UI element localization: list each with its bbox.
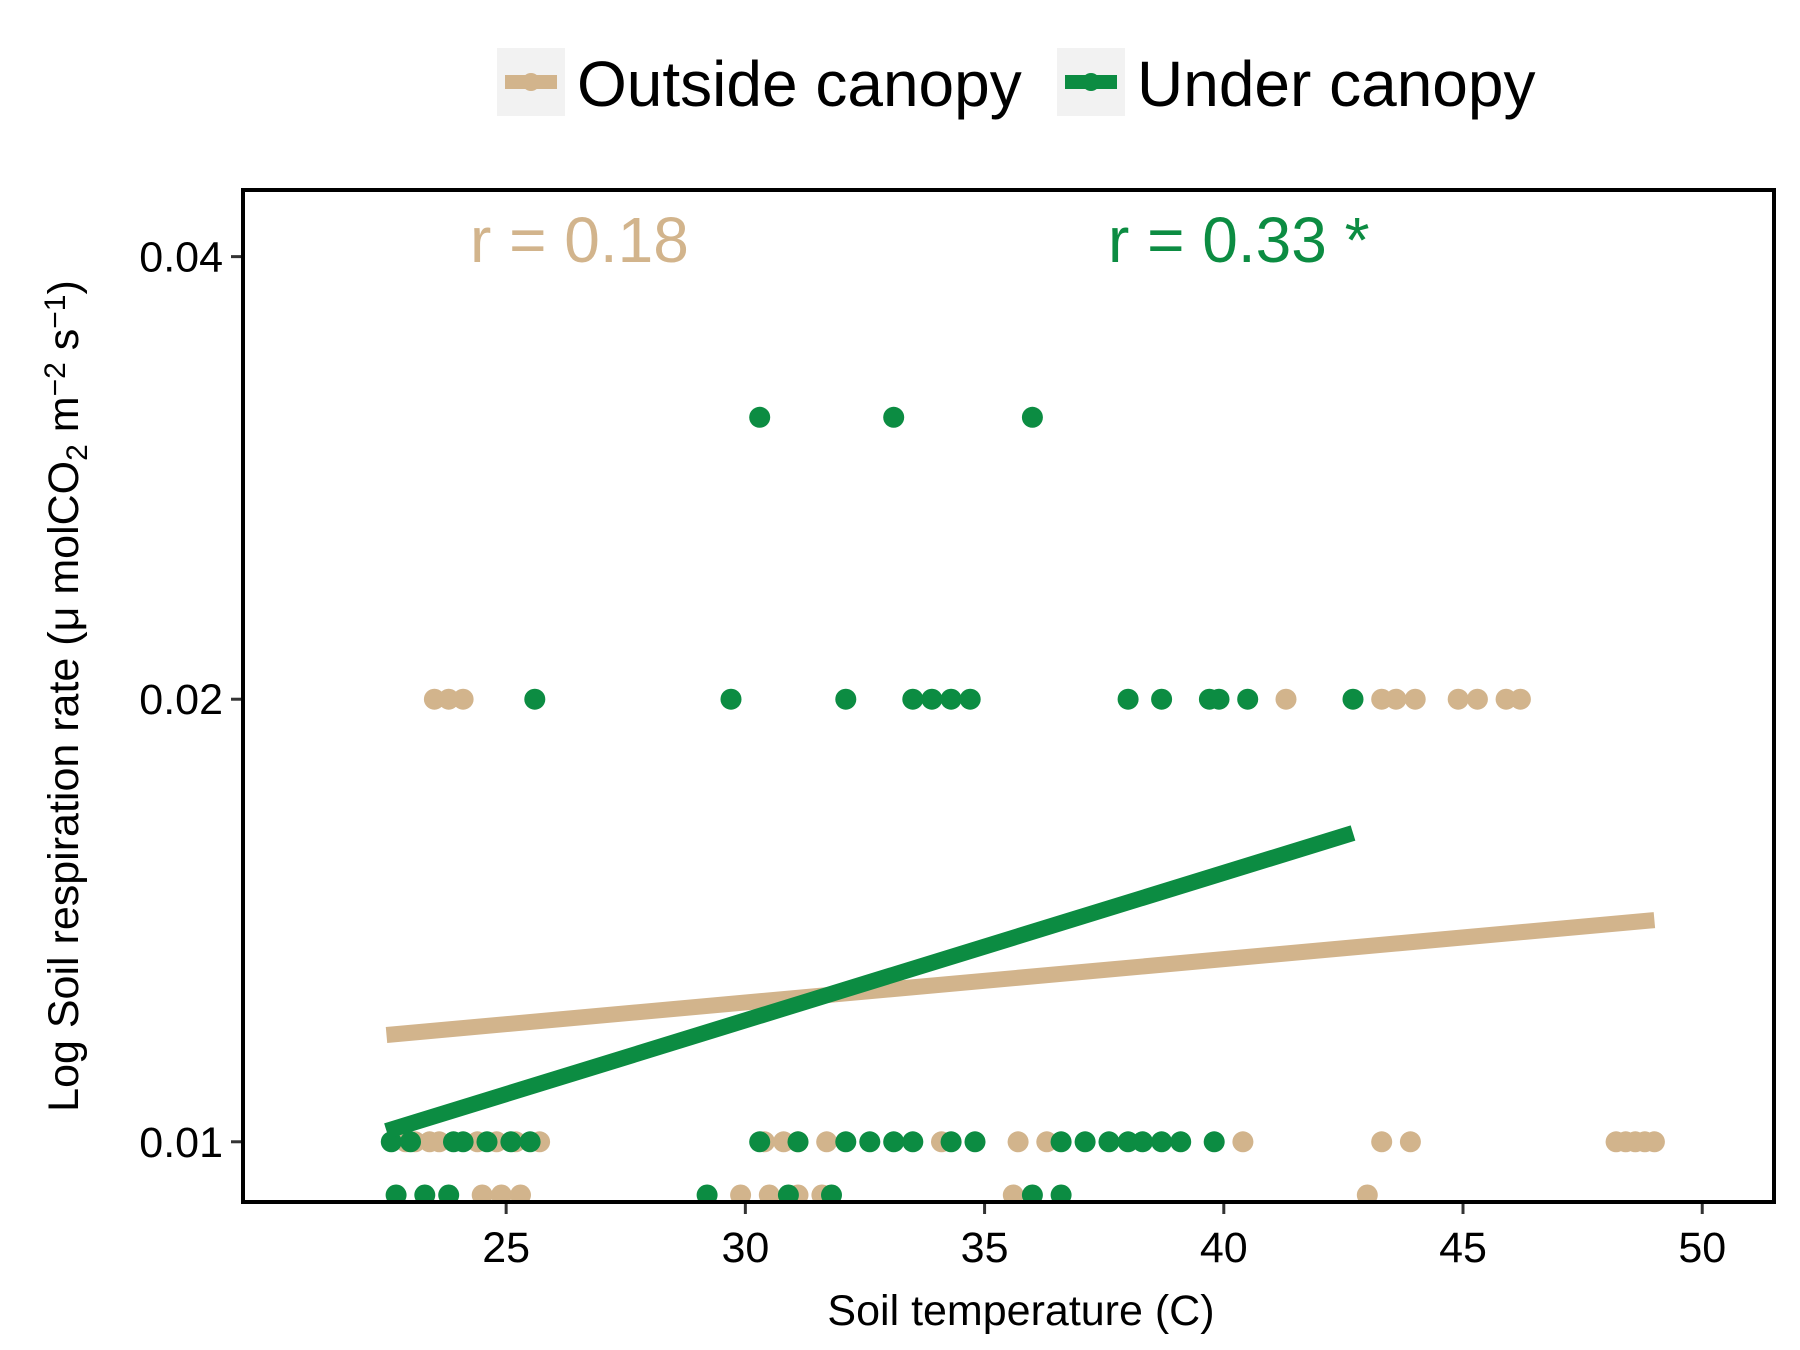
data-point: [816, 1131, 838, 1153]
data-point: [773, 1131, 795, 1153]
data-point: [1399, 1131, 1421, 1153]
data-point: [1232, 1131, 1254, 1153]
data-point: [1342, 688, 1364, 710]
x-tick-label: 30: [721, 1224, 769, 1272]
y-tick-label: 0.01: [139, 1119, 223, 1167]
data-point: [940, 1131, 962, 1153]
y-tick-label: 0.04: [139, 234, 223, 282]
data-point: [835, 1131, 857, 1153]
data-point: [490, 1184, 512, 1202]
data-point: [1050, 1131, 1072, 1153]
data-point: [1007, 1131, 1029, 1153]
data-point: [1170, 1131, 1192, 1153]
data-point: [438, 688, 460, 710]
data-point: [720, 688, 742, 710]
legend-key-point-under: [1082, 73, 1100, 91]
data-point: [400, 1131, 421, 1153]
data-point: [385, 1184, 407, 1202]
data-point: [1002, 1184, 1024, 1202]
data-point: [438, 1184, 460, 1202]
data-point: [1098, 1131, 1120, 1153]
data-point: [1132, 1131, 1153, 1153]
y-tick-label: 0.02: [139, 676, 223, 724]
plot-area: [380, 406, 1665, 1202]
data-point: [859, 1131, 881, 1153]
legend-label-outside: Outside canopy: [577, 48, 1022, 120]
x-axis: 25 30 35 40 45 50: [482, 1202, 1726, 1272]
data-point: [749, 1131, 771, 1153]
data-point: [524, 688, 546, 710]
data-point: [452, 688, 474, 710]
data-point: [380, 1131, 402, 1153]
data-point: [1466, 688, 1488, 710]
data-point: [1237, 688, 1259, 710]
data-point: [883, 1131, 905, 1153]
data-point: [883, 406, 905, 428]
series-outside-canopy-points: [395, 688, 1665, 1202]
data-point: [1021, 1184, 1043, 1202]
data-point: [959, 688, 981, 710]
y-axis: 0.01 0.02 0.04: [139, 234, 243, 1167]
data-point: [1208, 688, 1230, 710]
data-point: [1643, 1131, 1665, 1153]
data-point: [1447, 688, 1469, 710]
x-tick-label: 50: [1678, 1224, 1726, 1272]
legend-key-point-outside: [522, 73, 540, 91]
data-point: [1117, 688, 1139, 710]
data-point: [1356, 1184, 1378, 1202]
r-annotation-outside: r = 0.18: [470, 204, 689, 276]
data-point: [500, 1131, 522, 1153]
data-point: [471, 1184, 493, 1202]
data-point: [787, 1131, 809, 1153]
r-annotation-under: r = 0.33 *: [1108, 204, 1370, 276]
fit-line-outside-canopy: [385, 912, 1656, 1043]
panel-border: [241, 188, 1776, 1204]
series-under-canopy-points: [380, 406, 1364, 1202]
x-axis-title: Soil temperature (C): [827, 1287, 1214, 1335]
legend-label-under: Under canopy: [1137, 48, 1535, 120]
data-point: [414, 1184, 436, 1202]
data-point: [1021, 406, 1043, 428]
data-point: [1509, 688, 1531, 710]
data-point: [1203, 1131, 1225, 1153]
data-point: [902, 1131, 924, 1153]
data-point: [1117, 1131, 1139, 1153]
data-point: [902, 688, 924, 710]
fit-line-under-canopy: [384, 825, 1356, 1139]
data-point: [1074, 1131, 1096, 1153]
data-point: [821, 1184, 842, 1202]
data-point: [476, 1131, 498, 1153]
data-point: [1151, 1131, 1173, 1153]
x-tick-label: 25: [482, 1224, 530, 1272]
data-point: [749, 406, 771, 428]
x-tick-label: 45: [1439, 1224, 1487, 1272]
data-point: [696, 1184, 718, 1202]
data-point: [1050, 1184, 1072, 1202]
data-point: [519, 1131, 541, 1153]
data-point: [510, 1184, 531, 1202]
data-point: [964, 1131, 986, 1153]
data-point: [452, 1131, 474, 1153]
data-point: [1275, 688, 1297, 710]
y-axis-title-text: Log Soil respiration rate (μ molCO2 m−2 …: [39, 280, 95, 1112]
data-point: [835, 688, 857, 710]
data-point: [1371, 1131, 1393, 1153]
x-tick-label: 35: [961, 1224, 1009, 1272]
y-axis-title: Log Soil respiration rate (μ molCO2 m−2 …: [39, 280, 95, 1112]
data-point: [730, 1184, 752, 1202]
x-tick-label: 40: [1200, 1224, 1248, 1272]
data-point: [1404, 688, 1426, 710]
data-point: [758, 1184, 780, 1202]
legend: Outside canopy Under canopy: [497, 48, 1535, 120]
data-point: [1385, 688, 1407, 710]
data-point: [940, 688, 962, 710]
data-layer: [380, 406, 1665, 1202]
data-point: [777, 1184, 799, 1202]
data-point: [921, 688, 943, 710]
data-point: [1151, 688, 1173, 710]
